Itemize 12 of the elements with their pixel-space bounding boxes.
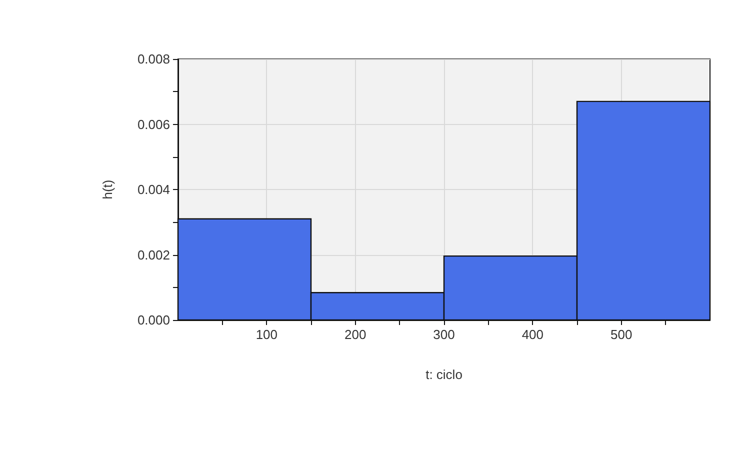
y-tick-label: 0.002 bbox=[137, 247, 170, 262]
x-tick-label: 100 bbox=[256, 327, 278, 342]
x-tick-label: 400 bbox=[522, 327, 544, 342]
y-tick-label: 0.004 bbox=[137, 182, 170, 197]
x-tick-label: 200 bbox=[344, 327, 366, 342]
x-tick-label: 500 bbox=[610, 327, 632, 342]
y-tick-label: 0.000 bbox=[137, 312, 170, 328]
x-axis-title: t: ciclo bbox=[426, 367, 462, 382]
y-tick-label: 0.008 bbox=[137, 52, 170, 66]
y-axis-title: h(t) bbox=[100, 180, 115, 200]
y-tick-label: 0.006 bbox=[137, 116, 170, 132]
x-tick-label: 300 bbox=[433, 327, 455, 342]
